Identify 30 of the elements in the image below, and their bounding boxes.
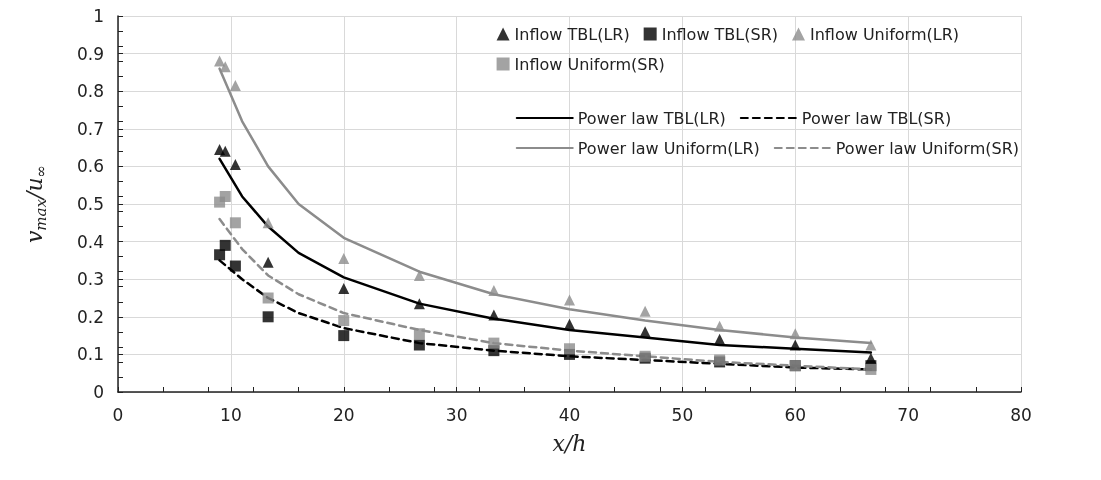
y-tick-label: 0.3 (76, 269, 104, 290)
y-tick-label: 0.9 (76, 43, 104, 64)
y-tick-label: 0 (93, 382, 104, 402)
y-tick-label: 0.7 (76, 118, 104, 139)
legend-label: Power law Uniform(SR) (835, 138, 1020, 158)
x-tick-label: 60 (784, 404, 807, 425)
x-tick-label: 50 (671, 404, 694, 425)
legend-label: Power law TBL(LR) (577, 108, 726, 128)
legend-label: Inflow Uniform(LR) (809, 24, 959, 44)
y-tick-label: 0.8 (76, 81, 104, 102)
x-tick-label: 20 (332, 404, 355, 425)
legend-label: Inflow TBL(LR) (514, 24, 630, 44)
x-axis-title: x/h (552, 430, 587, 456)
x-tick-label: 70 (897, 404, 919, 425)
y-tick-label: 0.5 (76, 194, 104, 214)
y-tick-label: 0.1 (76, 344, 104, 365)
x-tick-label: 0 (112, 404, 124, 425)
x-tick-label: 10 (220, 404, 242, 425)
y-tick-label: 1 (93, 6, 104, 26)
y-tick-label: 0.6 (76, 156, 104, 177)
legend-label: Power law Uniform(LR) (577, 138, 760, 158)
x-tick-label: 40 (558, 404, 581, 425)
x-tick-label: 80 (1010, 404, 1032, 425)
y-tick-label: 0.4 (76, 231, 104, 252)
legend-label: Power law TBL(SR) (801, 108, 952, 128)
y-axis-title: vmax/u∞ (22, 164, 50, 244)
x-tick-label: 30 (445, 404, 468, 425)
y-tick-label: 0.2 (76, 306, 104, 327)
legend-label: Inflow Uniform(SR) (514, 54, 665, 74)
legend-label: Inflow TBL(SR) (661, 24, 778, 44)
